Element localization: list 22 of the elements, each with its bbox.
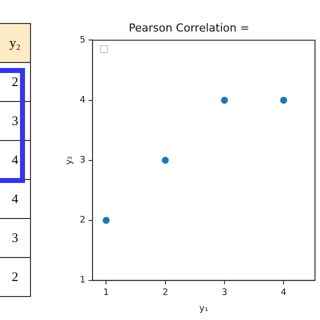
x-tick-label: 3 [222,288,228,298]
data-label: 3 [0,102,31,141]
x-tick-label: 1 [103,288,109,298]
y-tick-label: 1 [80,276,86,286]
text: y₂ [0,23,31,63]
x-tick-label: 4 [280,288,287,298]
data-label: 4 [0,180,31,219]
y-axis-title: y₂ [64,155,75,165]
data-label: 2 [0,63,31,102]
y-tick-label: 4 [80,96,86,106]
y-tick-label: 5 [80,36,86,46]
data-label: 3 [0,219,31,258]
point [102,216,110,224]
y-tick-label: 2 [80,216,86,226]
x-tick-label: 2 [162,288,168,298]
y-tick-label: 3 [80,156,86,166]
chart-title: Pearson Correlation = [128,21,250,34]
data-label: 4 [0,141,31,180]
point [162,156,169,164]
x-axis-title: y₁ [199,304,209,314]
point [280,96,288,104]
point [220,96,228,104]
